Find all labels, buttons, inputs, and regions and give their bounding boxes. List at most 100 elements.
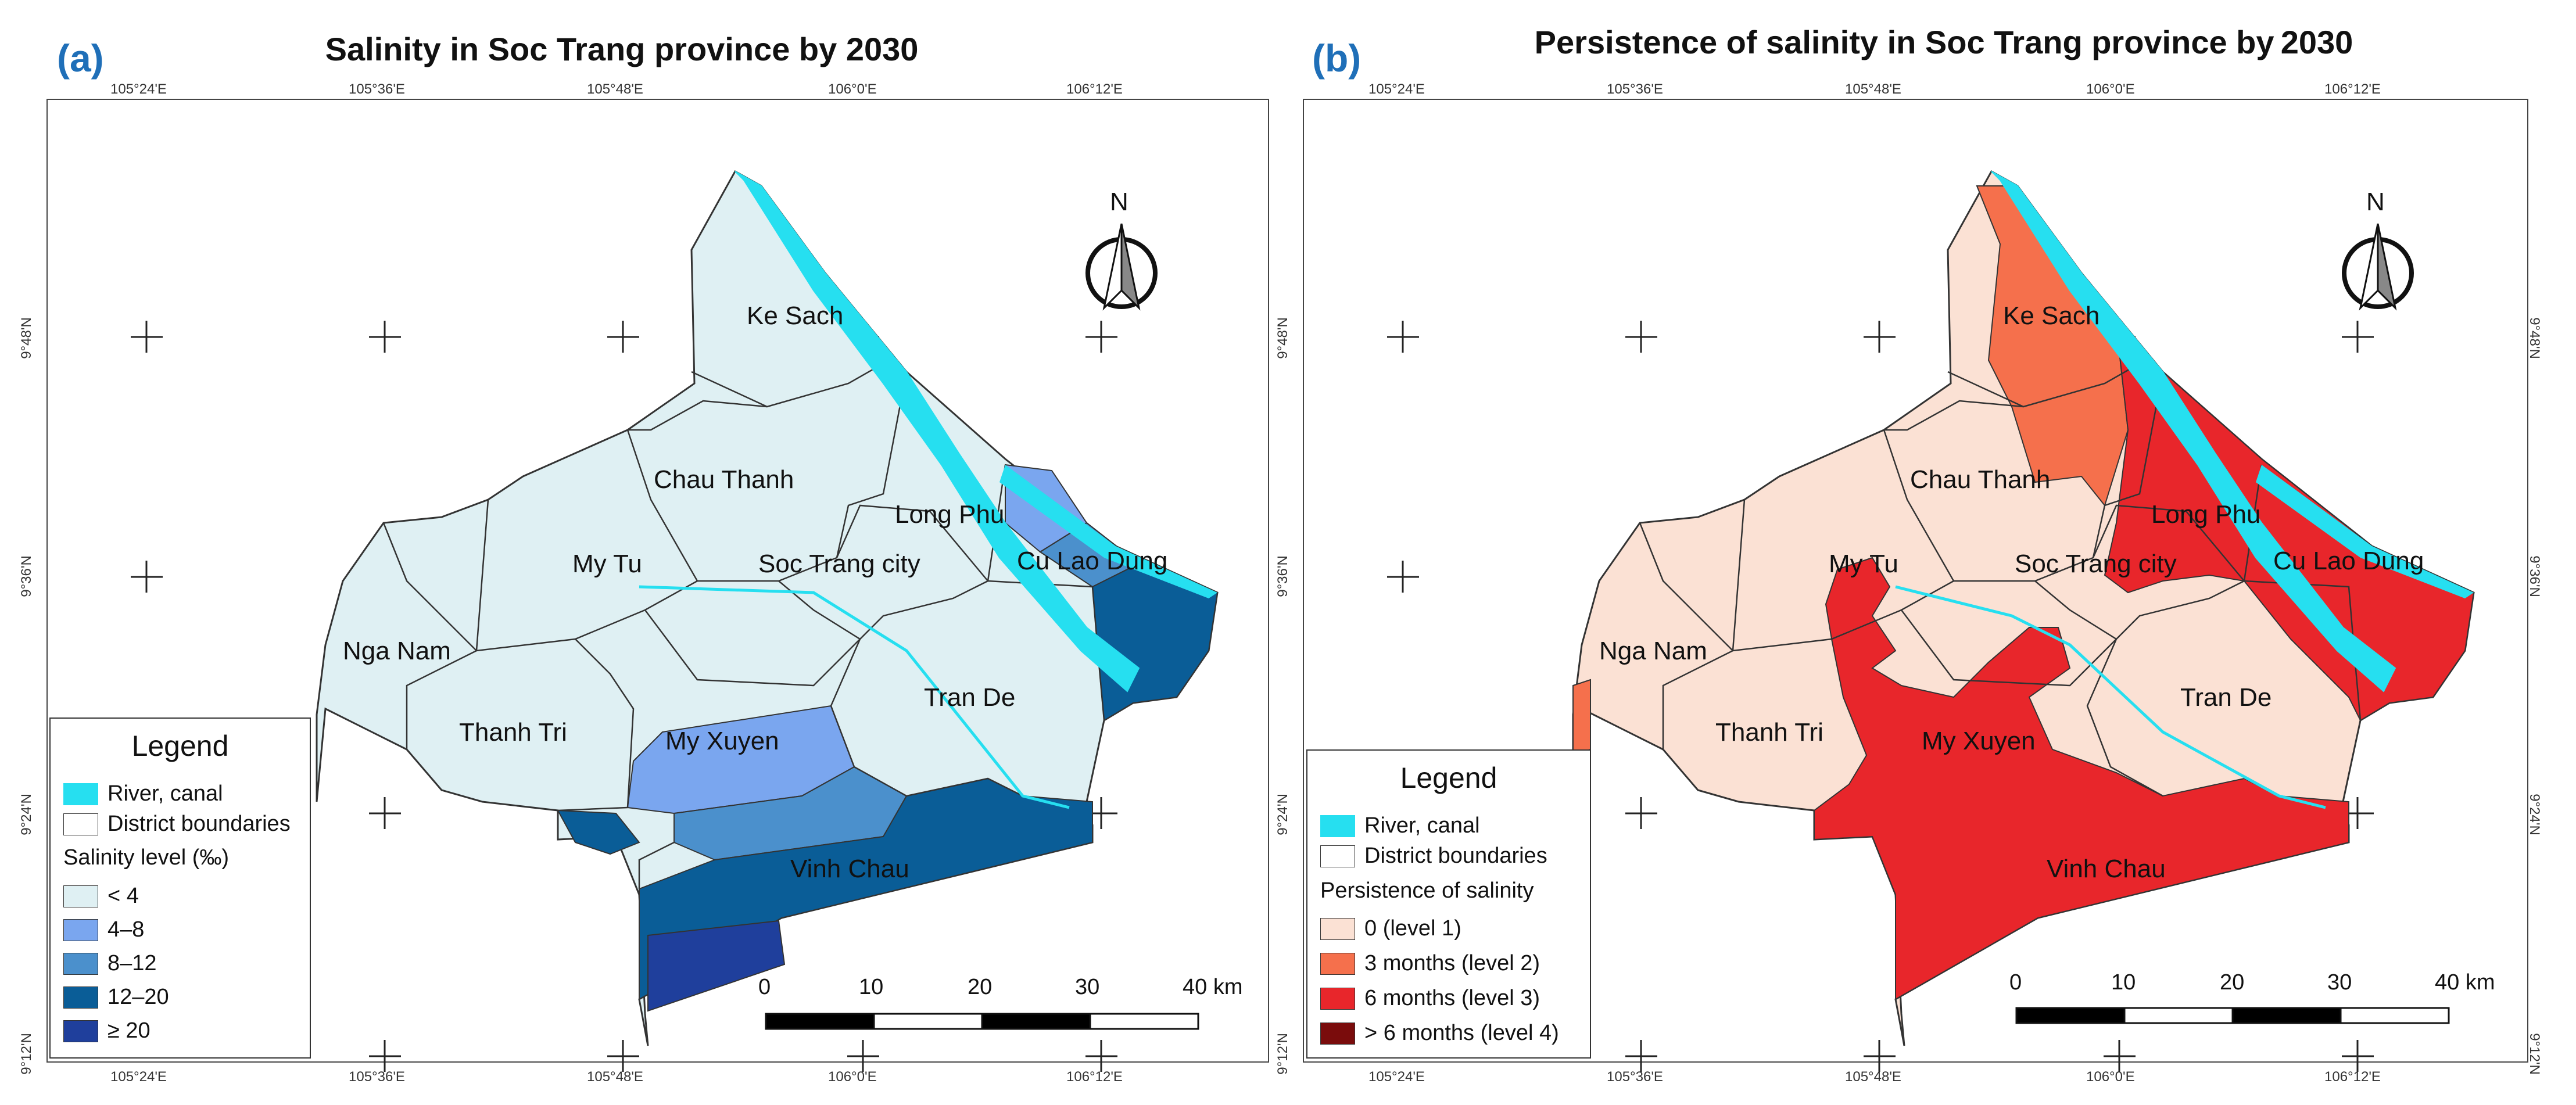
lon-tick-top: 105°24'E (110, 81, 167, 97)
scale-label: 30 (2327, 970, 2352, 995)
legend-item: 4–8 (63, 917, 144, 942)
lon-tick-top: 105°48'E (1845, 81, 1901, 97)
legend-boundary: District boundaries (63, 812, 291, 837)
district-label-my-tu: My Tu (1829, 550, 1898, 578)
lon-tick-bottom: 106°12'E (1066, 1069, 1123, 1085)
legend-item: 0 (level 1) (1320, 916, 1461, 941)
legend-boundary-label: District boundaries (1364, 844, 1547, 868)
salinity-zone-ge-20 (647, 920, 786, 1012)
legend-title: Legend (131, 730, 229, 762)
persistence-zone-level-2 (1572, 679, 1591, 756)
district-boundaries (1639, 359, 2362, 797)
scale-label: 0 (758, 975, 771, 999)
district-label-chau-thanh: Chau Thanh (654, 465, 794, 494)
scale-label: 10 (2111, 970, 2136, 995)
lon-tick-bottom: 105°48'E (587, 1069, 643, 1085)
legend-item-label: ≥ 20 (108, 1018, 151, 1043)
legend-category-title: Salinity level (‰) (63, 845, 230, 870)
legend-item-label: 3 months (level 2) (1364, 951, 1540, 975)
district-label-soc-trang-city: Soc Trang city (2015, 550, 2177, 578)
lon-tick-top: 105°24'E (1368, 81, 1425, 97)
lon-tick-bottom: 106°0'E (2086, 1069, 2135, 1085)
lon-tick-top: 105°48'E (587, 81, 643, 97)
legend-panel-a: Legend River, canal District boundaries … (49, 717, 311, 1059)
north-label: N (1110, 188, 1128, 216)
district-label-tran-de: Tran De (924, 683, 1015, 712)
legend-item: 8–12 (63, 951, 157, 976)
district-label-ke-sach: Ke Sach (2003, 302, 2100, 330)
district-label-vinh-chau: Vinh Chau (2047, 855, 2166, 883)
legend-item-label: > 6 months (level 4) (1364, 1021, 1559, 1045)
legend-item: 3 months (level 2) (1320, 951, 1540, 976)
district-label-my-tu: My Tu (572, 550, 642, 578)
legend-swatch (1320, 952, 1355, 975)
district-label-vinh-chau: Vinh Chau (790, 855, 909, 883)
legend-item-label: 12–20 (108, 985, 169, 1009)
panel-a-title: Salinity in Soc Trang province by 2030 (325, 31, 919, 67)
legend-item-label: < 4 (108, 884, 139, 908)
district-label-nga-nam: Nga Nam (343, 637, 451, 665)
scale-label: 20 (2220, 970, 2245, 995)
legend-swatch (63, 952, 98, 975)
district-label-tran-de: Tran De (2180, 683, 2272, 712)
scale-bar (2015, 1007, 2450, 1024)
district-label-long-phu: Long Phu (895, 500, 1004, 529)
lon-tick-top: 106°12'E (2324, 81, 2381, 97)
legend-boundary-label: District boundaries (108, 812, 291, 836)
legend-swatch (63, 1020, 98, 1042)
lon-tick-bottom: 106°12'E (2324, 1069, 2381, 1085)
district-label-my-xuyen: My Xuyen (665, 727, 779, 755)
lon-tick-top: 106°12'E (1066, 81, 1123, 97)
lon-tick-top: 105°36'E (349, 81, 405, 97)
north-arrow-icon (1085, 223, 1158, 311)
river-canal (2256, 465, 2474, 598)
legend-swatch (1320, 987, 1355, 1010)
boundary-swatch (1320, 845, 1355, 867)
lon-tick-bottom: 105°36'E (1607, 1069, 1663, 1085)
north-label: N (2366, 188, 2385, 216)
district-label-thanh-tri: Thanh Tri (459, 718, 567, 747)
river-swatch (1320, 815, 1355, 837)
district-label-my-xuyen: My Xuyen (1922, 727, 2036, 755)
legend-title: Legend (1400, 762, 1497, 794)
panel-b-letter: (b) (1312, 37, 1362, 80)
scale-label: 20 (968, 975, 993, 999)
persistence-zone-level-3 (1814, 557, 2349, 1000)
legend-river-label: River, canal (108, 781, 223, 806)
north-arrow-icon (2342, 223, 2414, 311)
legend-boundary: District boundaries (1320, 844, 1547, 869)
lon-tick-top: 105°36'E (1607, 81, 1663, 97)
river-canal (1895, 585, 2326, 809)
legend-item: ≥ 20 (63, 1018, 151, 1043)
legend-item: < 4 (63, 884, 139, 909)
district-label-nga-nam: Nga Nam (1599, 637, 1707, 665)
scale-label: 0 (2009, 970, 2022, 995)
lon-tick-bottom: 105°36'E (349, 1069, 405, 1085)
river-swatch (63, 783, 98, 805)
legend-panel-b: Legend River, canal District boundaries … (1306, 749, 1591, 1059)
legend-swatch (63, 885, 98, 907)
scale-label: 40 km (1183, 975, 1243, 999)
boundary-swatch (63, 813, 98, 835)
lon-tick-bottom: 105°24'E (1368, 1069, 1425, 1085)
legend-swatch (63, 986, 98, 1009)
river-canal (735, 171, 1140, 693)
river-canal (639, 585, 1070, 809)
scale-bar (765, 1013, 1199, 1030)
legend-item-label: 0 (level 1) (1364, 916, 1461, 941)
scale-label: 10 (859, 975, 884, 999)
legend-category-title: Persistence of salinity (1320, 878, 1534, 903)
district-label-chau-thanh: Chau Thanh (1910, 465, 2050, 494)
district-label-cu-lao-dung: Cu Lao Dung (2273, 547, 2424, 575)
panel-b-title: Persistence of salinity in Soc Trang pro… (1534, 24, 2353, 60)
legend-river: River, canal (1320, 813, 1480, 838)
lon-tick-bottom: 105°48'E (1845, 1069, 1901, 1085)
scale-label: 30 (1075, 975, 1100, 999)
scale-label: 40 km (2435, 970, 2495, 995)
district-label-thanh-tri: Thanh Tri (1715, 718, 1823, 747)
legend-item-label: 4–8 (108, 917, 145, 942)
salinity-zone-12-20 (557, 809, 640, 855)
legend-item: 6 months (level 3) (1320, 986, 1540, 1011)
